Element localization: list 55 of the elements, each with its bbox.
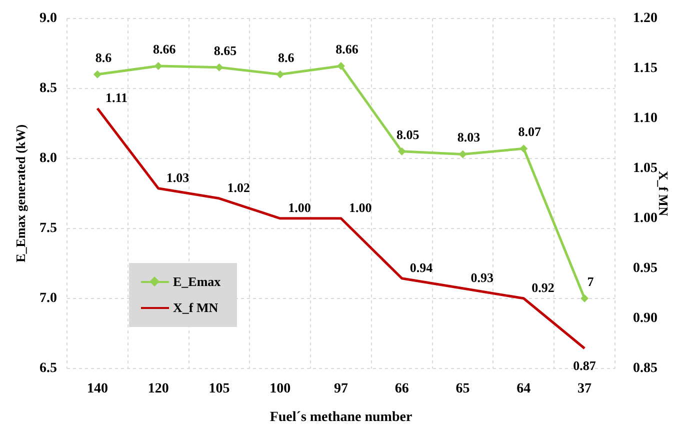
y2-tick-label: 1.15 [633, 61, 658, 76]
y2-tick-label: 0.85 [633, 361, 658, 376]
data-label: 0.94 [410, 260, 434, 275]
y-tick-label: 8.0 [40, 151, 57, 166]
x-tick-label: 37 [578, 381, 592, 396]
y2-tick-label: 1.05 [633, 161, 658, 176]
x-tick-label: 100 [270, 381, 291, 396]
y-tick-label: 7.5 [40, 221, 57, 236]
y2-tick-label: 1.20 [633, 11, 658, 26]
x-tick-label: 140 [86, 381, 108, 396]
point [580, 294, 589, 302]
x-tick-label: 120 [148, 381, 169, 396]
data-label: 0.93 [470, 270, 494, 285]
y-axis-title: E_Emax generated (kW) [13, 124, 28, 262]
data-label: 8.66 [152, 41, 176, 56]
data-label: 1.03 [166, 170, 190, 185]
data-label: 8.66 [336, 41, 359, 56]
x-tick-label: 97 [334, 381, 348, 396]
point [215, 63, 224, 72]
data-label: 0.87 [573, 358, 596, 373]
data-label: 1.00 [349, 200, 372, 215]
x-tick-label: 64 [516, 381, 531, 396]
point [458, 150, 467, 158]
legend-label: E_Emax [173, 274, 221, 290]
data-label: 0.92 [532, 280, 554, 295]
point [93, 70, 102, 78]
point [154, 62, 162, 70]
data-label: 8.05 [396, 126, 420, 142]
point [520, 144, 528, 153]
point [276, 70, 284, 78]
y2-tick-label: 1.10 [633, 111, 658, 126]
y2-tick-label: 0.95 [633, 261, 658, 276]
data-label: 8.6 [278, 50, 295, 65]
data-label: 8.03 [457, 130, 481, 145]
data-label: 1.02 [227, 180, 250, 195]
y2-axis-title: X_f MN [656, 170, 671, 217]
point [337, 62, 345, 70]
data-label: 7 [587, 274, 594, 289]
x-tick-label: 105 [208, 381, 230, 396]
data-label: 8.07 [518, 124, 542, 139]
x-tick-label: 65 [456, 381, 470, 396]
legend-label: X_f MN [173, 300, 218, 316]
data-label: 8.6 [95, 50, 112, 65]
data-label: 8.65 [214, 42, 238, 58]
point [398, 147, 406, 156]
x-axis-title: Fuel´s methane number [270, 410, 412, 426]
y2-tick-label: 1.00 [633, 211, 658, 226]
data-label: 1.00 [288, 200, 311, 215]
y-tick-label: 7.0 [40, 291, 57, 306]
y-tick-label: 8.5 [40, 81, 57, 96]
data-label: 1.11 [105, 90, 128, 105]
y-tick-label: 9.0 [40, 11, 57, 26]
x-tick-label: 66 [394, 381, 409, 396]
y2-tick-label: 0.90 [633, 311, 658, 326]
y-tick-label: 6.5 [40, 361, 57, 376]
